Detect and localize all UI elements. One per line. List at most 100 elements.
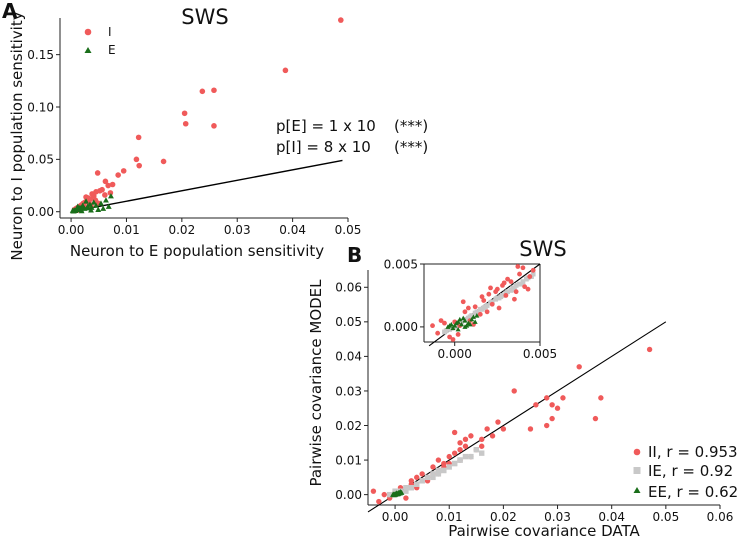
point-ie	[403, 488, 409, 494]
point-i	[89, 191, 95, 197]
point-i	[120, 168, 127, 174]
panel-b-y-tick-label: 0.01	[335, 453, 362, 467]
point-ii	[451, 429, 458, 436]
panel-a-x-label: Neuron to E population sensitivity	[70, 242, 324, 260]
panel-a: A SWS 0.00 0.01 0.02 0.03 0.04 0.05 0.000.050…	[2, 0, 428, 261]
point-ii	[414, 474, 420, 481]
panel-a-points	[69, 17, 344, 214]
panel-a-title: SWS	[181, 5, 228, 29]
point-ii	[500, 426, 507, 432]
point-i	[102, 178, 109, 185]
point-e	[69, 207, 76, 213]
point-i	[105, 182, 111, 189]
point-e	[95, 206, 102, 212]
point-ie	[462, 453, 469, 460]
panel-a-x-tick-label: 0.01	[113, 223, 140, 237]
point-ie	[403, 485, 409, 491]
point-ee	[469, 316, 475, 322]
point-ee	[462, 324, 468, 329]
point-ii	[403, 495, 409, 501]
panel-a-x-tick-label: 0.02	[168, 223, 195, 237]
panel-a-x-ticks: 0.00 0.01 0.02 0.03 0.04 0.05	[58, 218, 361, 237]
inset-y-tick-label: 0.000	[384, 320, 418, 334]
point-ii	[522, 284, 528, 290]
point-ii	[501, 280, 507, 286]
point-e	[84, 205, 91, 211]
point-ii	[455, 332, 461, 337]
point-ii	[515, 264, 521, 269]
panel-b-x-ticks: 0.00 0.01 0.02 0.03 0.04 0.05 0.06	[382, 505, 734, 524]
panel-b-x-tick-label: 0.03	[544, 510, 571, 524]
panel-b-x-tick-label: 0.06	[707, 510, 734, 524]
point-ii	[442, 320, 447, 326]
point-ie	[424, 474, 431, 481]
legend-ee-marker	[633, 487, 641, 493]
panel-a-y-tick-label: 0.00	[27, 205, 54, 219]
point-ie	[419, 478, 425, 484]
point-ii	[592, 415, 599, 422]
point-ii	[489, 301, 495, 307]
panel-b-points	[370, 346, 653, 505]
point-i	[211, 123, 217, 129]
panel-b-x-tick-label: 0.02	[490, 510, 517, 524]
point-i	[181, 110, 188, 117]
point-ii	[477, 311, 483, 317]
point-ee	[460, 315, 466, 321]
point-ii	[549, 402, 555, 408]
panel-a-legend: I E	[84, 25, 116, 57]
point-ii	[525, 286, 531, 292]
point-ii	[370, 488, 377, 494]
point-ee	[455, 326, 461, 332]
panel-b-y-label: Pairwise covariance MODEL	[307, 279, 325, 487]
point-e	[93, 202, 99, 208]
point-ie	[468, 453, 474, 460]
point-ie	[474, 309, 480, 315]
point-ie	[392, 488, 398, 494]
point-ii	[508, 279, 514, 285]
panel-b-y-tick-label: 0.05	[335, 315, 362, 329]
point-e	[74, 205, 81, 211]
point-ii	[527, 426, 534, 432]
point-ie	[508, 288, 514, 293]
point-e	[100, 205, 107, 211]
point-e	[98, 200, 104, 206]
point-ee	[447, 323, 453, 328]
point-ii	[479, 436, 485, 443]
point-ii	[451, 450, 458, 456]
panel-b: B SWS 0.00 0.01 0.02 0.03 0.04 0.05 0.06 0.000…	[307, 237, 738, 540]
point-ii	[549, 415, 555, 422]
legend-ii-marker	[633, 448, 641, 456]
point-ie	[465, 315, 471, 321]
legend-ie-marker	[633, 467, 641, 474]
point-i	[102, 192, 108, 198]
point-ie	[414, 481, 420, 487]
point-ee	[395, 490, 402, 496]
point-ie	[520, 279, 526, 285]
point-ii	[479, 294, 485, 300]
point-ii	[376, 498, 382, 505]
point-ii	[554, 405, 561, 411]
panel-b-x-tick-label: 0.00	[382, 510, 409, 524]
point-ii	[481, 298, 487, 303]
point-ii	[484, 309, 490, 315]
point-ii	[560, 395, 566, 401]
stat-stars-e: (***)	[394, 117, 428, 135]
panel-b-inset: 0.000 0.005 0.000 0.005	[384, 257, 558, 361]
panel-b-y-tick-label: 0.02	[335, 419, 362, 433]
legend-ii-label: II, r = 0.953	[648, 443, 738, 461]
point-ii	[450, 337, 456, 342]
point-i	[133, 156, 140, 163]
legend-i-label: I	[108, 25, 112, 39]
point-ii	[598, 395, 604, 401]
point-ie	[446, 464, 452, 470]
point-ii	[646, 346, 653, 353]
panel-b-title: SWS	[519, 237, 566, 261]
point-i	[211, 87, 217, 94]
point-ii	[505, 276, 510, 282]
point-ie	[469, 313, 475, 318]
point-ii	[457, 447, 463, 453]
point-ii	[460, 299, 466, 305]
point-ii	[489, 433, 496, 439]
point-ii	[408, 478, 415, 484]
point-ii	[576, 364, 582, 370]
